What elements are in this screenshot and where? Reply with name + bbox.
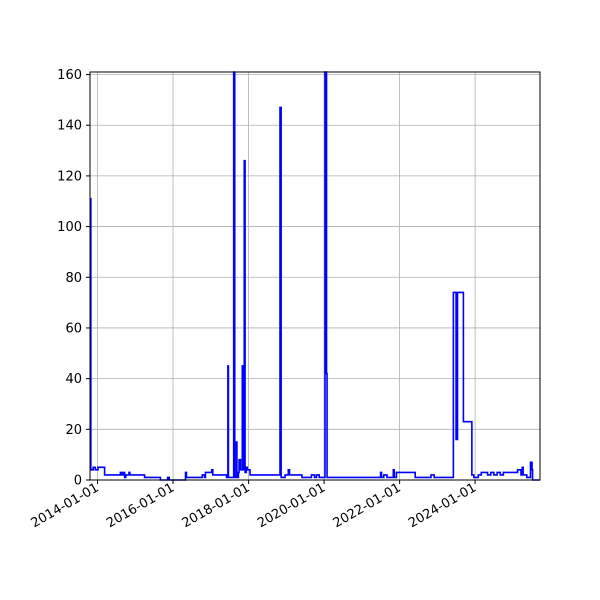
y-tick-label: 40 bbox=[65, 372, 82, 387]
grid bbox=[90, 72, 540, 481]
series-line bbox=[90, 71, 540, 481]
x-tick-label: 2022-01-01 bbox=[331, 480, 404, 531]
x-tick-label: 2016-01-01 bbox=[104, 480, 177, 531]
y-tick-label: 60 bbox=[65, 321, 82, 336]
x-tick-label: 2020-01-01 bbox=[255, 480, 328, 531]
y-tick-label: 20 bbox=[65, 423, 82, 438]
axes-frame bbox=[89, 71, 541, 481]
y-tick-label: 120 bbox=[57, 169, 82, 184]
x-tick-label: 2018-01-01 bbox=[180, 480, 253, 531]
y-tick-label: 160 bbox=[57, 68, 82, 83]
y-tick-label: 80 bbox=[65, 271, 82, 286]
plot-area bbox=[90, 71, 540, 481]
y-tick-label: 100 bbox=[57, 220, 82, 235]
y-axis: 0 20 40 60 80 100 120 140 160 bbox=[57, 68, 90, 489]
x-axis: 2014-01-01 2016-01-01 2018-01-01 2020-01-01… bbox=[29, 480, 479, 531]
y-tick-label: 0 bbox=[74, 474, 82, 489]
x-tick-label: 2014-01-01 bbox=[29, 480, 102, 531]
y-tick-label: 140 bbox=[57, 119, 82, 134]
x-tick-label: 2024-01-01 bbox=[406, 480, 479, 531]
